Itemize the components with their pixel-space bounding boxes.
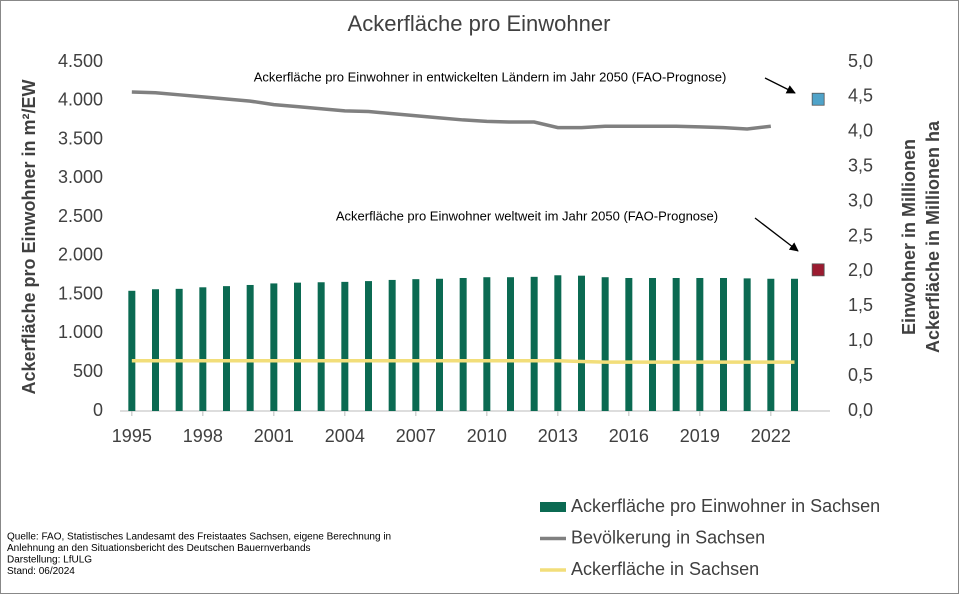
line: [131, 358, 795, 364]
bar: [365, 281, 372, 411]
y-tick-label: 4.500: [58, 51, 103, 71]
bar: [720, 277, 727, 411]
bar: [175, 288, 183, 411]
y-axis-title: Ackerfläche pro Einwohner in m²/EW: [19, 79, 39, 394]
x-tick-label: 2007: [396, 426, 436, 446]
y2-tick-label: 4,0: [848, 121, 873, 141]
y-tick-label: 4.000: [58, 90, 103, 110]
bar: [578, 275, 585, 411]
bar: [554, 275, 562, 411]
legend-label: Bevölkerung in Sachsen: [571, 527, 765, 547]
bar: [672, 277, 680, 411]
legend-swatch: [540, 502, 566, 512]
annotation: Ackerfläche pro Einwohner in entwickelte…: [254, 69, 727, 84]
bar: [459, 277, 467, 411]
y2-tick-label: 1,5: [848, 295, 873, 315]
y2-tick-label: 0,0: [848, 400, 873, 420]
bar: [625, 277, 633, 411]
forecast-marker: [811, 263, 825, 277]
arrow: [754, 217, 799, 252]
bar: [791, 278, 798, 411]
y2-tick-label: 0,5: [848, 365, 873, 385]
bar: [436, 278, 443, 411]
bar: [696, 277, 704, 411]
x-tick-label: 1995: [112, 426, 152, 446]
source-note: Darstellung: LfULG: [7, 555, 92, 566]
bar: [270, 283, 278, 411]
y2-tick-label: 1,0: [848, 330, 873, 350]
y-tick-label: 1.500: [58, 283, 103, 303]
forecast-marker: [811, 92, 825, 106]
source-note: Quelle: FAO, Statistisches Landesamt des…: [7, 532, 391, 543]
x-tick-label: 2013: [538, 426, 578, 446]
x-tick-label: 2019: [680, 426, 720, 446]
bar: [317, 282, 325, 411]
bar: [341, 281, 349, 411]
x-tick-label: 1998: [183, 426, 223, 446]
bar: [530, 276, 538, 411]
legend-label: Ackerfläche pro Einwohner in Sachsen: [571, 496, 880, 516]
y2-axis-title: Einwohner in Millionen: [899, 139, 919, 335]
y2-tick-label: 2,5: [848, 225, 873, 245]
y2-tick-label: 4,5: [848, 86, 873, 106]
y2-tick-label: 2,0: [848, 260, 873, 280]
annotation: Ackerfläche pro Einwohner weltweit im Ja…: [336, 208, 718, 223]
chart-title: Ackerfläche pro Einwohner: [348, 11, 611, 36]
y-tick-label: 1.000: [58, 322, 103, 342]
y-tick-label: 3.500: [58, 128, 103, 148]
bar: [199, 287, 207, 411]
y2-tick-label: 3,0: [848, 190, 873, 210]
x-tick-label: 2001: [254, 426, 294, 446]
bar: [743, 278, 751, 411]
y-tick-label: 3.000: [58, 167, 103, 187]
y2-axis-title: Ackerfläche in Millionen ha: [923, 120, 943, 353]
y-tick-label: 2.500: [58, 206, 103, 226]
line: [131, 90, 772, 131]
bar: [767, 278, 775, 411]
bar: [507, 277, 514, 411]
y-tick-label: 0: [93, 400, 103, 420]
y-tick-label: 500: [73, 361, 103, 381]
bar: [152, 289, 159, 411]
y-tick-label: 2.000: [58, 245, 103, 265]
x-tick-label: 2010: [467, 426, 507, 446]
source-note: Stand: 06/2024: [7, 566, 75, 577]
x-tick-label: 2022: [751, 426, 791, 446]
x-tick-label: 2004: [325, 426, 365, 446]
x-tick-label: 2016: [609, 426, 649, 446]
y2-tick-label: 3,5: [848, 155, 873, 175]
bar: [128, 290, 136, 411]
bar: [649, 277, 656, 411]
bar: [223, 286, 230, 411]
y2-tick-label: 5,0: [848, 51, 873, 71]
bar: [483, 277, 491, 411]
source-note: Anlehnung an den Situationsbericht des D…: [7, 543, 311, 554]
legend-label: Ackerfläche in Sachsen: [571, 559, 759, 579]
bar: [294, 282, 301, 411]
bar: [388, 279, 396, 411]
bar: [412, 279, 420, 411]
bar: [601, 277, 609, 411]
bar: [246, 284, 254, 411]
arrow: [764, 77, 796, 94]
